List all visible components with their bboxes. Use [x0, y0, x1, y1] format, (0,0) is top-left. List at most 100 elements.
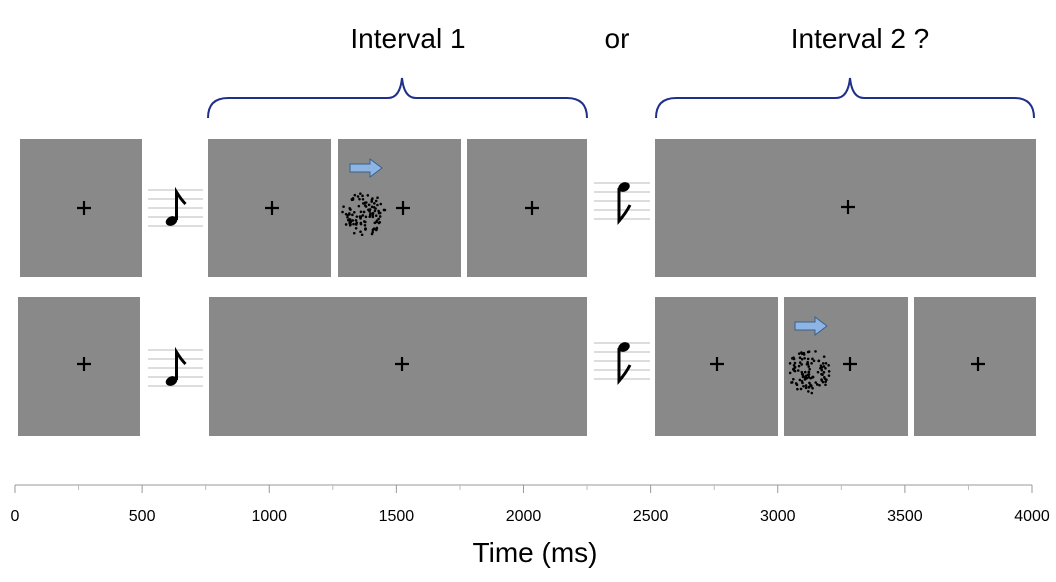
- dot: [810, 391, 814, 395]
- dot: [366, 194, 370, 197]
- dot: [804, 386, 808, 390]
- dot: [360, 233, 364, 237]
- dot: [800, 363, 803, 366]
- dot: [816, 370, 820, 374]
- dot: [796, 369, 800, 372]
- dot: [382, 208, 386, 212]
- dot: [371, 197, 374, 200]
- fixation-cross: [265, 201, 279, 215]
- dot: [359, 210, 363, 214]
- dot: [353, 210, 356, 214]
- dot: [807, 365, 811, 368]
- dot: [355, 221, 359, 225]
- dot: [807, 350, 811, 354]
- dot: [346, 215, 349, 219]
- dot: [801, 381, 804, 385]
- dot: [807, 370, 811, 374]
- dot: [376, 196, 379, 200]
- dot: [371, 228, 375, 232]
- note-head: [165, 216, 178, 226]
- dot-clouds: [341, 192, 831, 395]
- fixation-cross: [710, 357, 724, 371]
- dot: [373, 209, 377, 213]
- dot: [374, 214, 378, 217]
- panel: [914, 297, 1036, 436]
- dot: [792, 369, 796, 372]
- dot: [362, 202, 365, 205]
- dot: [371, 212, 375, 216]
- interval-2-label: Interval 2 ?: [791, 23, 930, 54]
- fixation-cross: [77, 201, 91, 215]
- fixation-cross: [77, 357, 91, 371]
- dot: [375, 219, 379, 222]
- dot: [344, 212, 348, 216]
- dot: [802, 384, 805, 388]
- dot: [810, 362, 813, 365]
- panel: [18, 297, 140, 436]
- dot: [821, 380, 825, 384]
- dot: [817, 359, 821, 363]
- dot: [790, 381, 793, 384]
- dot: [814, 381, 818, 384]
- motion-arrow: [794, 316, 828, 336]
- dot: [377, 221, 381, 225]
- dot: [796, 387, 799, 391]
- fixation-cross: [525, 201, 539, 215]
- note-stem: [175, 346, 187, 380]
- dot: [815, 383, 819, 386]
- dot: [806, 357, 810, 361]
- dot: [792, 363, 796, 367]
- arrows: [349, 158, 828, 336]
- dot: [378, 215, 382, 218]
- note-head: [618, 182, 630, 192]
- tick-label: 0: [11, 508, 20, 525]
- dot: [368, 208, 372, 211]
- dot: [371, 214, 375, 218]
- tick-label: 3000: [760, 508, 796, 525]
- dot: [808, 381, 811, 385]
- dot: [377, 209, 380, 213]
- dot: [811, 386, 814, 390]
- note-stem: [617, 188, 632, 225]
- dot: [373, 202, 376, 205]
- dot: [820, 368, 824, 372]
- dot: [792, 377, 795, 381]
- dot: [348, 213, 351, 216]
- dot: [814, 350, 817, 353]
- note-stem: [175, 186, 187, 220]
- motion-arrow: [349, 158, 383, 178]
- dot: [800, 351, 803, 354]
- tick-label: 3500: [887, 508, 923, 525]
- dot: [821, 362, 825, 365]
- brace-1: [207, 77, 588, 119]
- dot: [341, 210, 344, 214]
- dot: [807, 385, 811, 389]
- dot: [819, 364, 823, 367]
- dot: [824, 380, 827, 383]
- dot: [827, 364, 830, 367]
- dot: [793, 366, 797, 369]
- dot: [359, 221, 363, 225]
- dot: [372, 206, 376, 209]
- brace-2: [655, 77, 1035, 119]
- dot: [379, 202, 383, 206]
- dot: [357, 204, 361, 208]
- dot: [359, 215, 363, 218]
- note-head: [618, 342, 630, 352]
- dot: [827, 370, 831, 373]
- dot: [822, 365, 826, 368]
- dot: [798, 356, 802, 360]
- dot: [798, 378, 802, 382]
- dot: [355, 215, 359, 218]
- dot: [819, 366, 822, 370]
- panels: [18, 139, 1036, 436]
- dot: [793, 361, 797, 365]
- panel: [784, 297, 908, 436]
- dot: [806, 360, 809, 364]
- dot: [362, 210, 366, 214]
- dot: [808, 367, 811, 371]
- dot: [351, 219, 355, 222]
- dot: [364, 227, 367, 231]
- dot: [376, 203, 379, 207]
- dot: [349, 223, 352, 226]
